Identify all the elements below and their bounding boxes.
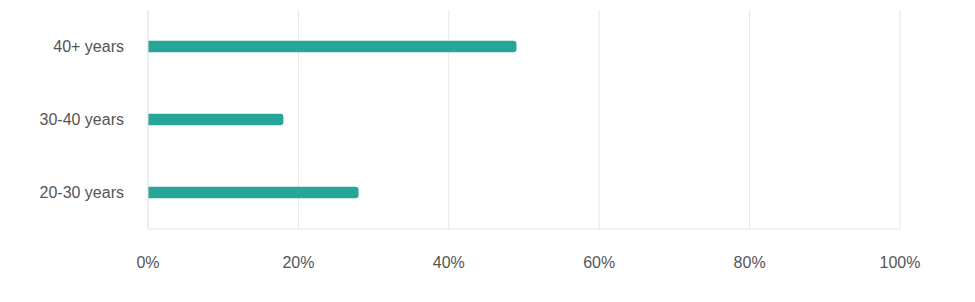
svg-text:60%: 60% (583, 254, 615, 271)
svg-text:100%: 100% (880, 254, 921, 271)
svg-text:40+ years: 40+ years (53, 38, 124, 55)
svg-text:20%: 20% (282, 254, 314, 271)
svg-text:30-40 years: 30-40 years (40, 111, 125, 128)
svg-text:80%: 80% (734, 254, 766, 271)
svg-text:0%: 0% (136, 254, 159, 271)
svg-text:20-30 years: 20-30 years (40, 184, 125, 201)
svg-text:40%: 40% (433, 254, 465, 271)
